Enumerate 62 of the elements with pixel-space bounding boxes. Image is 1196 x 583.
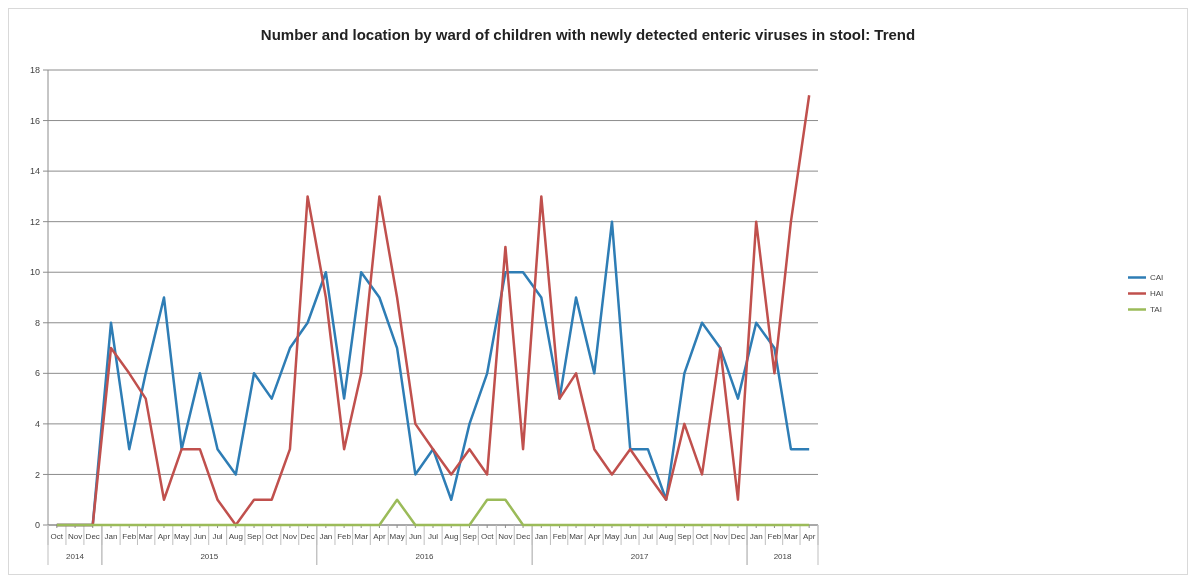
x-tick-label: Aug — [659, 532, 674, 541]
y-tick-label: 14 — [29, 166, 40, 177]
x-tick-label: Oct — [265, 532, 279, 541]
y-tick-label: 2 — [34, 469, 40, 480]
x-tick-label: Nov — [67, 532, 83, 541]
x-tick-label: Dec — [730, 532, 746, 541]
x-tick-label: Jan — [749, 532, 763, 541]
x-tick-label: Jan — [534, 532, 548, 541]
y-tick-label: 4 — [34, 419, 40, 430]
x-tick-label: Nov — [498, 532, 513, 541]
text: 2016 — [415, 552, 434, 561]
x-tick-label: Sep — [462, 532, 478, 541]
x-tick-label: Nov — [282, 532, 298, 541]
x-tick-label: Sep — [246, 532, 262, 541]
x-tick-label: May — [389, 532, 405, 541]
x-tick-label: Feb — [337, 532, 352, 541]
x-tick-label: Mar — [569, 532, 584, 541]
y-tick-label: 12 — [29, 216, 40, 227]
x-tick-label: Dec — [515, 532, 531, 541]
chart-title: Number and location by ward of children with newly detected enteric viruses in stool: Trend — [260, 26, 916, 43]
x-tick-label: Oct — [695, 532, 710, 541]
x-tick-label: Jun — [623, 532, 637, 541]
y-tick-label: 0 — [34, 520, 40, 531]
x-tick-label: Apr — [588, 532, 601, 541]
x-tick-label: Jun — [408, 532, 422, 541]
legend-label: TAI — [1150, 305, 1162, 315]
text: 2017 — [630, 552, 650, 561]
x-tick-label: Oct — [480, 532, 495, 541]
x-tick-label: Oct — [50, 532, 64, 541]
x-tick-label: Aug — [228, 532, 243, 541]
x-tick-label: Jul — [212, 532, 223, 541]
y-tick-label: 18 — [29, 65, 40, 76]
x-tick-label: Apr — [802, 532, 816, 541]
y-tick-label: 8 — [34, 317, 40, 328]
text: 2015 — [200, 552, 219, 561]
x-tick-label: May — [174, 532, 190, 541]
x-tick-label: Mar — [784, 532, 799, 541]
x-tick-label: Nov — [713, 532, 728, 541]
y-tick-label: 10 — [29, 267, 40, 278]
x-tick-label: Apr — [157, 532, 171, 541]
x-tick-label: Mar — [354, 532, 369, 541]
x-tick-label: Jul — [642, 532, 654, 541]
x-tick-label: Sep — [677, 532, 693, 541]
x-tick-label: Feb — [767, 532, 782, 541]
x-tick-label: Apr — [373, 532, 386, 541]
text: 2014 — [66, 552, 85, 561]
x-tick-label: Feb — [552, 532, 567, 541]
y-tick-label: 16 — [29, 115, 40, 126]
x-tick-label: Jun — [193, 532, 207, 541]
x-tick-label: Jul — [427, 532, 439, 541]
x-tick-label: Dec — [85, 532, 100, 541]
x-tick-label: Dec — [300, 532, 315, 541]
x-tick-label: Jan — [104, 532, 118, 541]
x-tick-label: Feb — [122, 532, 137, 541]
x-tick-label: May — [604, 532, 620, 541]
legend-label: HAI — [1150, 289, 1164, 299]
text: 2018 — [773, 552, 792, 561]
x-tick-label: Aug — [444, 532, 459, 541]
legend-label: CAI — [1150, 273, 1164, 283]
y-tick-label: 6 — [34, 368, 40, 379]
x-tick-label: Jan — [319, 532, 333, 541]
x-tick-label: Mar — [138, 532, 153, 541]
